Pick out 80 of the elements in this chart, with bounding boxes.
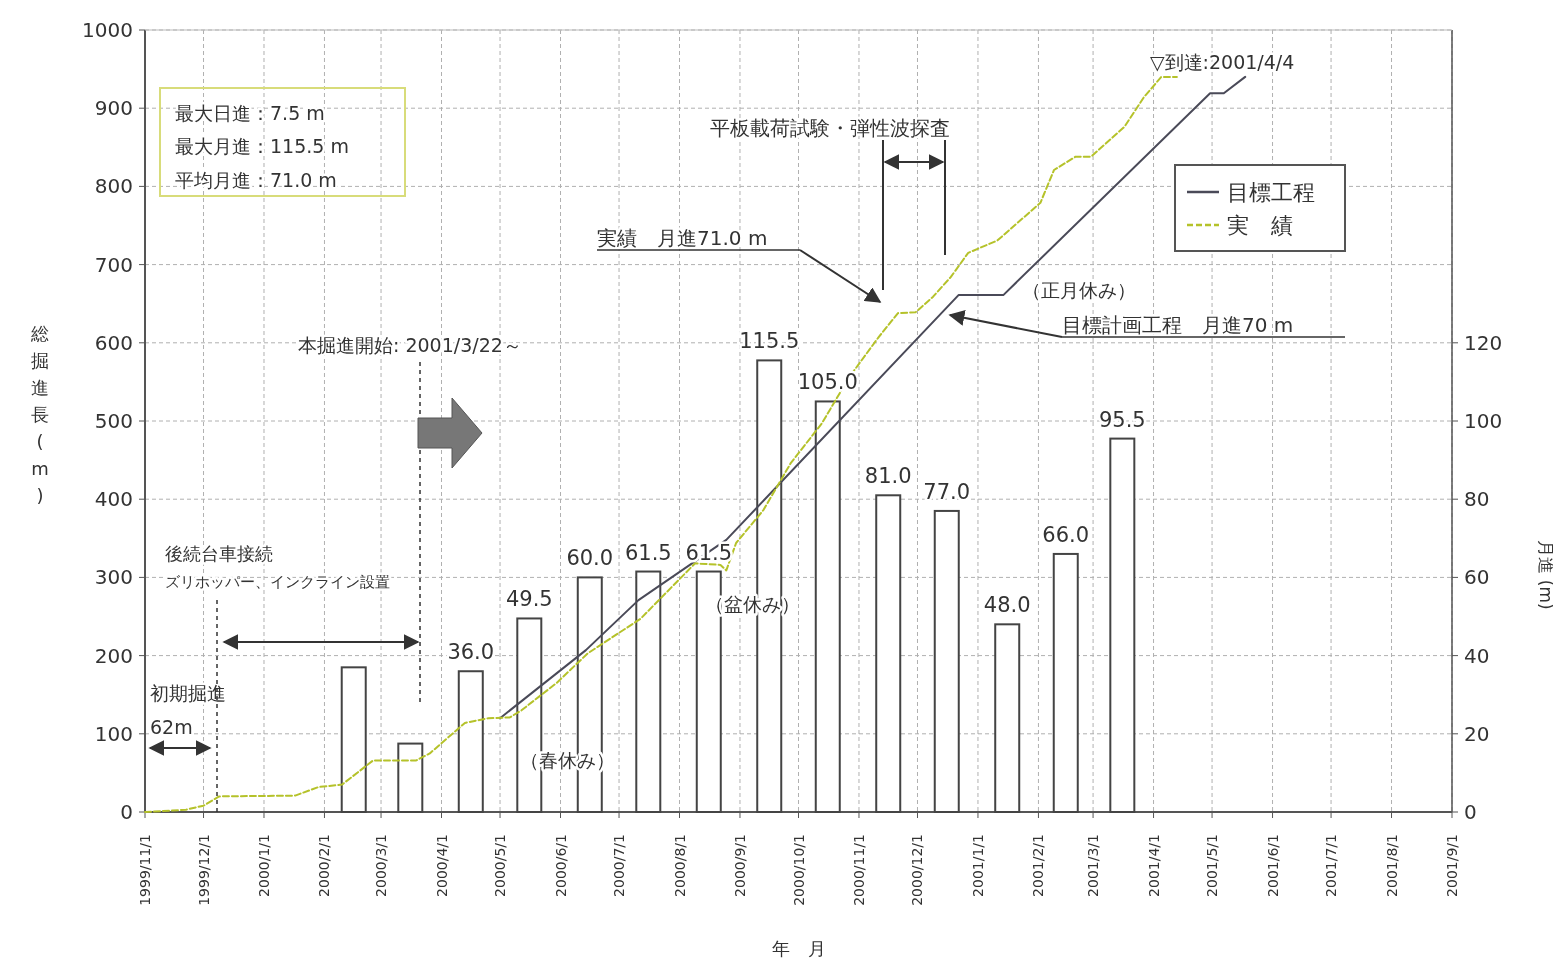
data-label: 115.5 xyxy=(739,329,800,354)
x-tick-label: 1999/12/1 xyxy=(195,834,212,906)
annotation: ズリホッパー、インクライン設置 xyxy=(165,573,390,591)
annotation: 最大月進：115.5 m xyxy=(175,135,349,157)
x-tick-label: 2001/7/1 xyxy=(1323,834,1340,897)
y-tick-label: 1000 xyxy=(82,18,133,42)
annotation: 本掘進開始: 2001/3/22～ xyxy=(298,334,522,356)
y-tick-label: 200 xyxy=(94,643,133,668)
x-tick-label: 2001/9/1 xyxy=(1444,834,1460,897)
x-axis-title: 年 月 xyxy=(771,938,826,959)
y-tick-label: 400 xyxy=(94,487,133,512)
annotation: 後続台車接続 xyxy=(165,542,273,564)
y2-tick-label: 40 xyxy=(1464,643,1490,668)
data-label: 48.0 xyxy=(983,593,1031,618)
y-axis-title: 総掘進長 (m) xyxy=(31,323,49,506)
y-tick-label: 900 xyxy=(94,96,133,121)
x-tick-label: 2000/12/1 xyxy=(909,834,926,906)
y-tick-label: 500 xyxy=(94,409,133,433)
y-tick-label: 600 xyxy=(94,330,133,355)
legend-label: 目標工程 xyxy=(1227,179,1315,205)
bar xyxy=(576,576,603,813)
y2-tick-label: 120 xyxy=(1464,330,1503,355)
x-tick-label: 2000/9/1 xyxy=(731,834,748,897)
x-tick-label: 1999/11/1 xyxy=(137,834,153,906)
x-tick-label: 2001/4/1 xyxy=(1145,834,1162,897)
x-tick-label: 2001/8/1 xyxy=(1383,834,1400,897)
data-label: 77.0 xyxy=(923,479,971,504)
bar xyxy=(635,570,662,813)
x-tick-label: 2000/6/1 xyxy=(552,834,569,897)
annotation: （正月休み） xyxy=(1022,279,1136,301)
y-tick-label: 100 xyxy=(94,721,133,746)
bar xyxy=(340,666,367,813)
annotation: 最大日進：7.5 m xyxy=(175,102,325,124)
y2-tick-label: 80 xyxy=(1464,487,1490,512)
y-tick-label: 0 xyxy=(120,800,133,824)
data-label: 95.5 xyxy=(1098,407,1146,432)
x-tick-label: 2000/2/1 xyxy=(316,834,333,897)
bar xyxy=(1052,552,1079,813)
y2-tick-label: 100 xyxy=(1464,409,1503,433)
annotation: 平均月進：71.0 m xyxy=(175,169,337,191)
x-tick-label: 2000/11/1 xyxy=(850,834,867,906)
x-tick-label: 2000/10/1 xyxy=(790,834,807,906)
annotation: 平板載荷試験・弾性波探査 xyxy=(710,116,950,140)
data-label: 81.0 xyxy=(864,464,912,489)
x-tick-label: 2001/6/1 xyxy=(1264,834,1281,897)
y2-tick-label: 0 xyxy=(1464,800,1477,824)
bar xyxy=(814,400,841,813)
y2-tick-label: 60 xyxy=(1464,565,1490,590)
x-tick-label: 2000/1/1 xyxy=(256,834,272,897)
x-tick-label: 2001/2/1 xyxy=(1030,834,1047,897)
x-tick-label: 2001/3/1 xyxy=(1085,834,1102,897)
bar xyxy=(933,509,960,813)
y-tick-label: 300 xyxy=(94,565,133,590)
x-tick-label: 2000/3/1 xyxy=(373,834,390,897)
bar xyxy=(875,494,902,813)
x-tick-label: 2000/5/1 xyxy=(492,834,509,897)
annotation: 62m xyxy=(150,716,193,738)
annotation: 目標計画工程 月進70 m xyxy=(1062,313,1294,337)
x-tick-label: 2000/7/1 xyxy=(611,834,628,897)
y2-tick-label: 20 xyxy=(1464,721,1490,746)
bar xyxy=(994,623,1021,813)
annotation: ▽到達:2001/4/4 xyxy=(1150,51,1295,73)
annotation: 初期掘進 xyxy=(150,682,226,704)
data-label: 60.0 xyxy=(566,546,614,571)
x-tick-label: 2000/8/1 xyxy=(671,834,688,897)
annotation: 実績 月進71.0 m xyxy=(597,226,768,250)
x-tick-label: 2001/5/1 xyxy=(1204,834,1221,897)
data-label: 66.0 xyxy=(1042,522,1090,547)
x-tick-label: 2000/4/1 xyxy=(433,834,450,897)
bar xyxy=(397,742,424,813)
y-tick-label: 800 xyxy=(94,174,133,199)
y2-axis-title: 月進 (m) xyxy=(1536,540,1553,610)
bar xyxy=(457,670,484,813)
data-label: 49.5 xyxy=(505,587,553,612)
data-label: 61.5 xyxy=(624,540,672,565)
x-tick-label: 2001/1/1 xyxy=(969,834,986,897)
legend-label: 実 績 xyxy=(1227,212,1293,238)
data-label: 36.0 xyxy=(447,640,495,665)
y-tick-label: 700 xyxy=(94,252,133,277)
bar xyxy=(1109,437,1136,813)
